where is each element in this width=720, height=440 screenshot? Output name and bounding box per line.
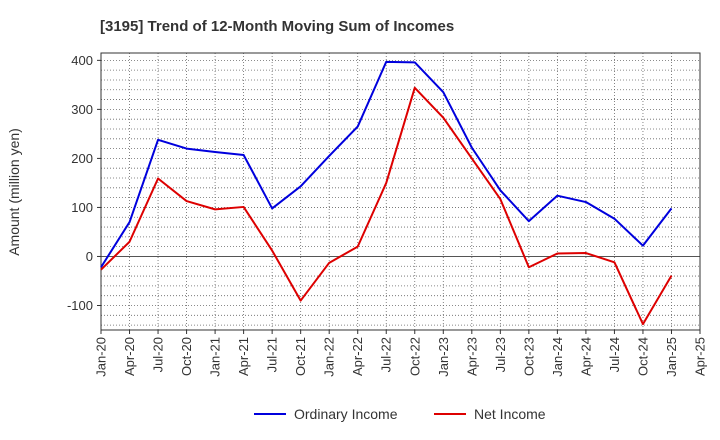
x-tick-label: Jul-20	[151, 337, 166, 372]
legend: Ordinary Income Net Income	[254, 406, 546, 422]
series-line	[100, 60, 673, 268]
x-tick-label: Oct-21	[293, 337, 308, 376]
x-tick-label: Apr-21	[236, 337, 251, 376]
x-tick-label: Jan-20	[94, 337, 109, 377]
data-point	[442, 117, 444, 119]
data-point	[499, 189, 501, 191]
data-point	[185, 200, 187, 202]
x-tick-label: Oct-24	[635, 337, 650, 376]
data-point	[613, 218, 615, 220]
data-point	[556, 252, 558, 254]
data-point	[271, 207, 273, 209]
x-tick-label: Oct-20	[179, 337, 194, 376]
data-point	[385, 61, 387, 63]
x-tick-label: Apr-25	[693, 337, 708, 376]
y-tick-label: 0	[86, 249, 93, 264]
data-point	[328, 262, 330, 264]
y-tick-labels: -100 0 100 200 300 400	[67, 53, 93, 313]
x-tick-label: Jan-22	[322, 337, 337, 377]
data-point	[242, 206, 244, 208]
data-point	[128, 221, 130, 223]
x-tick-label: Jan-24	[550, 337, 565, 377]
x-tick-label: Apr-24	[578, 337, 593, 376]
data-point	[499, 198, 501, 200]
grid-lines	[101, 53, 700, 330]
x-tick-label: Apr-23	[464, 337, 479, 376]
y-axis-label: Amount (million yen)	[6, 128, 22, 256]
data-point	[585, 252, 587, 254]
data-point	[357, 125, 359, 127]
x-tick-label: Jul-22	[379, 337, 394, 372]
chart-title: [3195] Trend of 12-Month Moving Sum of I…	[100, 18, 454, 35]
x-tick-labels: Jan-20 Apr-20 Jul-20 Oct-20 Jan-21 Apr-21 Jul-…	[94, 337, 708, 377]
data-point	[157, 177, 159, 179]
data-point	[528, 220, 530, 222]
series-lines	[100, 60, 673, 326]
data-point	[242, 154, 244, 156]
data-point	[299, 299, 301, 301]
data-point	[585, 201, 587, 203]
plot-area	[101, 53, 700, 330]
y-tick-label: -100	[67, 298, 93, 313]
data-point	[299, 185, 301, 187]
data-point	[100, 268, 102, 270]
x-tick-label: Oct-22	[407, 337, 422, 376]
data-point	[214, 151, 216, 153]
x-tick-label: Jul-21	[265, 337, 280, 372]
data-point	[414, 61, 416, 63]
data-point	[214, 208, 216, 210]
x-tick-label: Jan-23	[436, 337, 451, 377]
data-point	[471, 157, 473, 159]
x-tick-label: Oct-23	[521, 337, 536, 376]
x-tick-label: Jan-25	[664, 337, 679, 377]
series-ordinary-income	[100, 60, 673, 268]
y-tick-label: 200	[71, 151, 93, 166]
data-point	[528, 266, 530, 268]
x-tick-label: Apr-22	[350, 337, 365, 376]
legend-label: Net Income	[474, 406, 546, 422]
series-line	[100, 86, 673, 326]
data-point	[642, 244, 644, 246]
y-tick-label: 100	[71, 200, 93, 215]
data-point	[670, 207, 672, 209]
data-point	[128, 241, 130, 243]
x-tick-label: Jul-23	[493, 337, 508, 372]
y-tick-label: 400	[71, 53, 93, 68]
data-point	[613, 261, 615, 263]
y-tick-label: 300	[71, 102, 93, 117]
data-point	[385, 182, 387, 184]
x-tick-label: Apr-20	[122, 337, 137, 376]
data-point	[471, 146, 473, 148]
data-point	[642, 323, 644, 325]
data-point	[556, 194, 558, 196]
data-point	[414, 87, 416, 89]
data-point	[185, 147, 187, 149]
axes	[97, 52, 701, 334]
data-point	[328, 155, 330, 157]
data-point	[271, 249, 273, 251]
data-point	[157, 139, 159, 141]
x-tick-label: Jul-24	[607, 337, 622, 372]
data-point	[670, 274, 672, 276]
legend-label: Ordinary Income	[294, 406, 398, 422]
series-net-income	[100, 86, 673, 326]
x-tick-label: Jan-21	[208, 337, 223, 377]
data-point	[442, 91, 444, 93]
plot-frame	[100, 52, 701, 331]
data-point	[357, 245, 359, 247]
